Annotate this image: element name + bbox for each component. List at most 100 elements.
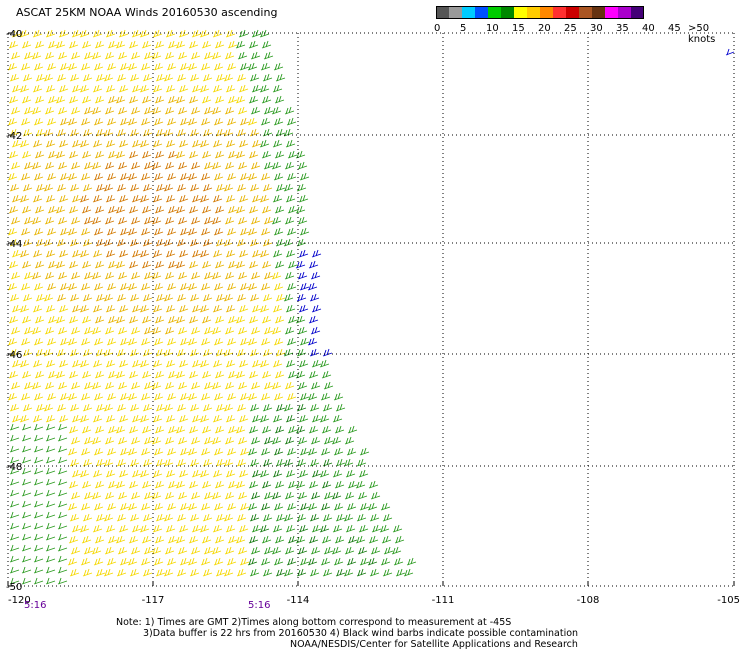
wind-barb xyxy=(188,370,199,379)
wind-barb xyxy=(115,150,126,159)
wind-barb xyxy=(141,150,152,159)
wind-barb xyxy=(251,469,262,478)
wind-barb xyxy=(163,458,174,467)
wind-barb xyxy=(21,555,32,563)
wind-barb xyxy=(80,172,91,181)
wind-barb xyxy=(155,513,166,522)
wind-barb xyxy=(154,425,165,434)
wind-barb xyxy=(57,566,68,574)
wind-barb xyxy=(130,51,141,60)
wind-barb xyxy=(227,370,238,379)
wind-barb xyxy=(331,436,342,445)
wind-barb xyxy=(320,502,331,511)
wind-barb xyxy=(321,480,332,489)
wind-barb xyxy=(33,392,44,401)
wind-barb xyxy=(286,392,297,401)
wind-barb xyxy=(142,293,153,302)
wind-barb xyxy=(106,557,117,566)
wind-barb xyxy=(9,489,20,497)
wind-barb xyxy=(33,337,44,346)
wind-barb xyxy=(58,249,69,258)
wind-barb xyxy=(201,150,212,159)
wind-barb xyxy=(380,557,391,566)
wind-barb xyxy=(236,458,247,467)
wind-barb xyxy=(45,423,56,431)
wind-barb xyxy=(103,403,114,412)
wind-barb xyxy=(179,117,190,126)
wind-barb xyxy=(23,271,34,280)
wind-barb xyxy=(237,161,248,170)
wind-barb xyxy=(394,535,405,544)
wind-barb xyxy=(307,282,318,291)
wind-barb xyxy=(287,150,298,159)
colorbar-frame xyxy=(436,6,644,19)
wind-barb xyxy=(226,62,237,71)
wind-barb xyxy=(127,557,138,566)
wind-barb xyxy=(212,194,223,203)
wind-barb xyxy=(9,555,20,563)
wind-barb xyxy=(251,304,262,313)
wind-barb xyxy=(106,172,117,181)
wind-barb xyxy=(9,348,20,357)
wind-barb xyxy=(81,425,92,434)
wind-barb xyxy=(187,282,198,291)
wind-barb xyxy=(359,447,370,456)
wind-barb xyxy=(153,62,164,71)
wind-barb xyxy=(226,172,237,181)
wind-barb xyxy=(34,95,45,104)
wind-barb xyxy=(262,458,273,467)
wind-barb xyxy=(238,304,249,313)
wind-barb xyxy=(274,205,285,214)
wind-barb xyxy=(357,546,368,555)
wind-barb xyxy=(202,183,213,192)
wind-barb xyxy=(143,216,154,225)
wind-barb xyxy=(129,513,140,522)
wind-barb xyxy=(32,359,43,368)
wind-barb xyxy=(11,249,22,258)
wind-barb xyxy=(247,282,258,291)
wind-barb xyxy=(94,425,105,434)
wind-barb xyxy=(261,205,272,214)
wind-barb xyxy=(165,139,176,148)
wind-barb xyxy=(199,139,210,148)
wind-barb xyxy=(202,513,213,522)
wind-barb xyxy=(131,304,142,313)
wind-barb xyxy=(105,29,116,38)
wind-barb xyxy=(283,403,294,412)
wind-barb xyxy=(131,249,142,258)
wind-barb xyxy=(347,480,358,489)
wind-barb xyxy=(140,337,151,346)
wind-barb xyxy=(82,458,93,467)
wind-barb xyxy=(287,315,298,324)
wind-barb xyxy=(262,568,273,577)
wind-barb xyxy=(261,425,272,434)
wind-barb xyxy=(261,370,272,379)
wind-barb xyxy=(83,161,94,170)
wind-barb xyxy=(118,359,129,368)
wind-barb xyxy=(238,414,249,423)
wind-barb xyxy=(175,205,186,214)
wind-barb xyxy=(189,513,200,522)
wind-barb xyxy=(153,117,164,126)
wind-barb xyxy=(46,282,57,291)
wind-barb xyxy=(187,392,198,401)
wind-barb xyxy=(118,249,129,258)
wind-barb xyxy=(263,326,274,335)
wind-barb xyxy=(274,535,285,544)
wind-barb xyxy=(323,491,334,500)
wind-barb xyxy=(119,392,130,401)
wind-barb xyxy=(235,480,246,489)
wind-barb xyxy=(214,40,225,49)
wind-barb xyxy=(116,183,127,192)
wind-barb xyxy=(130,161,141,170)
wind-barb xyxy=(178,469,189,478)
wind-barb xyxy=(116,348,127,357)
wind-barb xyxy=(21,40,32,49)
time-label: 5:16 xyxy=(24,600,46,611)
wind-barb xyxy=(299,392,310,401)
colorbar-cell xyxy=(501,6,514,19)
wind-barb xyxy=(272,524,283,533)
wind-barb xyxy=(68,150,79,159)
wind-barb xyxy=(69,513,80,522)
wind-barb xyxy=(9,73,20,82)
